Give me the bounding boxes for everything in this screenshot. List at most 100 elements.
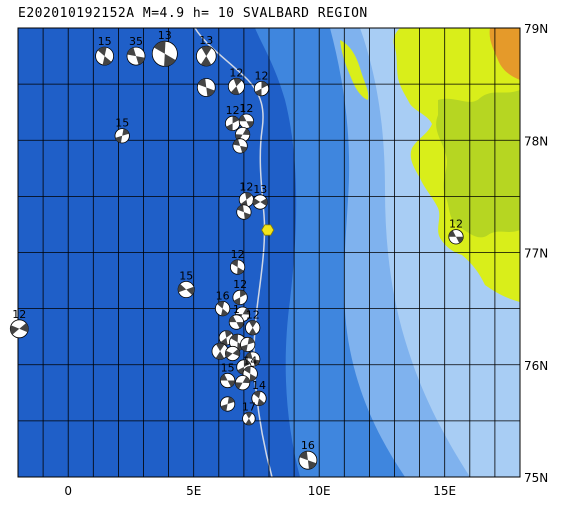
- focal-mechanism[interactable]: [196, 78, 216, 97]
- focal-mechanism[interactable]: 12: [448, 218, 464, 245]
- focal-mechanism[interactable]: 12: [9, 308, 29, 339]
- beachball-quadrant: [136, 56, 145, 65]
- beachball-quadrant: [243, 359, 251, 367]
- beachball-quadrant: [97, 47, 107, 57]
- beachball-quadrant: [245, 192, 253, 200]
- beachball-quadrant: [236, 322, 244, 329]
- beachball-quadrant: [230, 334, 238, 343]
- beachball-quadrant: [247, 337, 255, 345]
- beachball-quadrant: [240, 290, 247, 298]
- beachball-quadrant: [244, 366, 251, 374]
- beachball-quadrant: [255, 88, 262, 96]
- svalbard-peaks: [489, 28, 520, 80]
- focal-mechanism[interactable]: [236, 204, 252, 220]
- beachball-quadrant: [242, 376, 250, 384]
- beachball-quadrant: [260, 198, 268, 206]
- focal-mechanism[interactable]: [225, 345, 241, 362]
- longitude-label: 15E: [433, 484, 456, 498]
- depth-label: 12: [233, 278, 247, 291]
- focal-mechanism[interactable]: 12: [225, 104, 241, 132]
- land-north-spit: [340, 40, 369, 100]
- beachball-quadrant: [227, 380, 235, 387]
- beachball-quadrant: [206, 87, 215, 97]
- depth-label: 13: [253, 183, 267, 196]
- focal-mechanism[interactable]: 15: [95, 35, 114, 66]
- focal-mechanism[interactable]: 15: [220, 361, 236, 389]
- depth-label: 16: [216, 289, 230, 302]
- focal-mechanism[interactable]: 13: [252, 183, 268, 210]
- beachball-quadrant: [240, 344, 248, 352]
- depth-label: 12: [449, 218, 463, 231]
- focal-mechanism[interactable]: 12: [238, 102, 254, 129]
- focal-mechanism[interactable]: 16: [215, 289, 231, 317]
- beachball-quadrant: [164, 53, 176, 67]
- beachball-quadrant: [248, 327, 257, 335]
- beachball-quadrant: [249, 373, 257, 381]
- beachball-quadrant: [456, 236, 464, 244]
- beachball-quadrant: [226, 123, 233, 131]
- beachball-quadrant: [229, 315, 237, 323]
- beachball-quadrant: [216, 343, 225, 352]
- focal-mechanism[interactable]: 14: [251, 379, 267, 406]
- beachball-quadrant: [252, 359, 260, 366]
- depth-label: 14: [252, 379, 266, 392]
- latitude-label: 78N: [524, 134, 548, 148]
- beachball-quadrant: [246, 121, 254, 128]
- beachball-quadrant: [225, 330, 233, 338]
- beachball-quadrant: [200, 56, 212, 67]
- focal-mechanism[interactable]: 12: [253, 69, 270, 97]
- focal-mechanism[interactable]: 35: [126, 35, 146, 66]
- depth-label: 35: [129, 35, 143, 48]
- focal-mechanism[interactable]: [240, 336, 256, 353]
- beachball-quadrant: [245, 412, 253, 419]
- depth-label: 12: [239, 181, 253, 194]
- focal-mechanism[interactable]: 15: [177, 269, 195, 299]
- beachball-quadrant: [217, 301, 225, 309]
- beachball-quadrant: [235, 382, 243, 389]
- beachball-quadrant: [240, 145, 248, 153]
- map-title: E202010192152A M=4.9 h= 10 SVALBARD REGI…: [18, 6, 368, 21]
- beachball-quadrant: [249, 320, 257, 328]
- epicenter-marker: [261, 224, 275, 236]
- focal-mechanism[interactable]: [232, 138, 248, 154]
- focal-mechanism[interactable]: 1: [228, 303, 244, 330]
- beachball-quadrant: [233, 139, 241, 146]
- depth-label: 12: [255, 69, 269, 82]
- focal-mechanism[interactable]: 13: [151, 29, 178, 67]
- beachball-quadrant: [253, 391, 261, 399]
- beachball-quadrant: [220, 404, 228, 412]
- beachball-quadrant: [220, 374, 228, 381]
- latitude-label: 75N: [524, 471, 548, 485]
- focal-mechanism[interactable]: 12: [245, 309, 261, 336]
- beachball-quadrant: [239, 114, 247, 122]
- depth-label: 1: [233, 303, 240, 316]
- focal-mechanism[interactable]: 13: [196, 34, 217, 67]
- focal-mechanism[interactable]: [235, 375, 251, 391]
- beachball-quadrant: [307, 460, 317, 470]
- beachball-quadrant: [233, 78, 242, 87]
- beachball-quadrant: [197, 78, 207, 88]
- beachball-quadrant: [102, 56, 112, 66]
- beachball-quadrant: [245, 418, 253, 425]
- focal-mechanism[interactable]: 17: [242, 400, 256, 426]
- svalbard-highlands: [436, 90, 520, 238]
- beachball-quadrant: [245, 352, 253, 360]
- focal-mechanism[interactable]: 12: [238, 181, 254, 208]
- beachball-quadrant: [225, 350, 233, 359]
- focal-mechanism[interactable]: 15: [114, 117, 130, 144]
- beachball-quadrant: [233, 297, 241, 305]
- beachball-quadrant: [153, 41, 166, 54]
- beachball-quadrant: [215, 351, 225, 360]
- focal-mechanism[interactable]: 12: [232, 278, 248, 305]
- depth-label: 16: [301, 439, 315, 452]
- focal-mechanism[interactable]: 12: [227, 66, 245, 95]
- depth-label: 15: [115, 117, 129, 130]
- depth-label: 12: [226, 104, 240, 117]
- beachball-quadrant: [10, 325, 20, 335]
- focal-mechanism[interactable]: 16: [298, 439, 318, 470]
- beachball-quadrant: [299, 451, 308, 461]
- depth-label: 13: [199, 34, 213, 47]
- focal-mechanism[interactable]: [220, 396, 236, 412]
- depth-label: 15: [179, 269, 193, 282]
- focal-mechanism[interactable]: 12: [230, 248, 246, 275]
